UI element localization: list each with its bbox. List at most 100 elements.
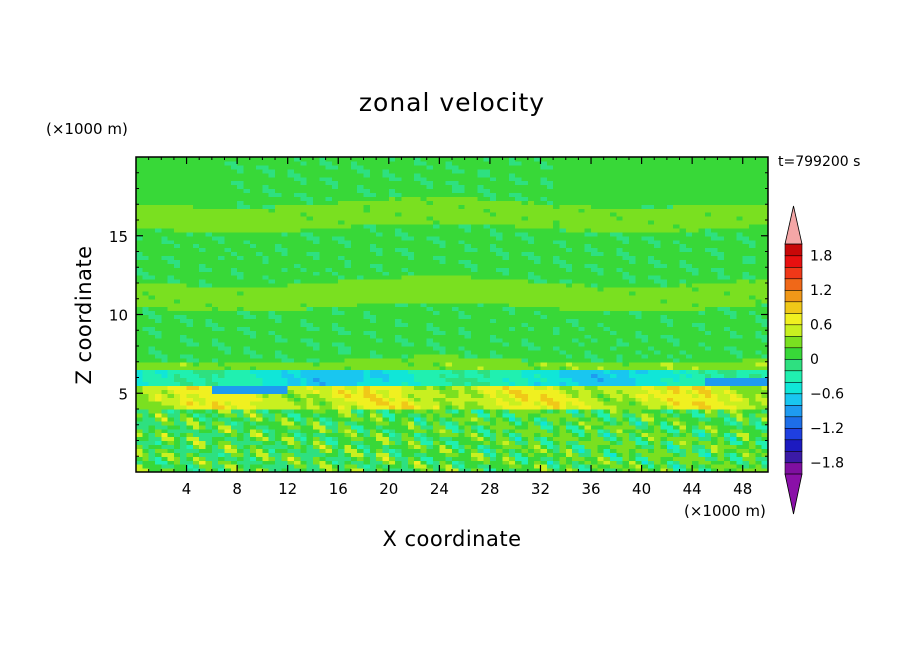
heatmap-cell xyxy=(433,349,440,355)
heatmap-cell xyxy=(243,353,251,359)
heatmap-cell xyxy=(294,420,301,426)
heatmap-cell xyxy=(414,420,421,426)
heatmap-cell xyxy=(458,322,466,327)
heatmap-cell xyxy=(376,342,384,347)
heatmap-cell xyxy=(230,322,238,327)
heatmap-cell xyxy=(414,416,421,422)
heatmap-cell xyxy=(256,216,263,221)
heatmap-cell xyxy=(148,176,156,182)
heatmap-cell xyxy=(395,436,403,442)
heatmap-cell xyxy=(407,468,415,473)
heatmap-cell xyxy=(205,456,213,461)
heatmap-cell xyxy=(464,176,472,182)
heatmap-cell xyxy=(439,330,447,335)
heatmap-cell xyxy=(414,373,421,379)
heatmap-cell xyxy=(388,338,396,343)
heatmap-cell xyxy=(445,365,453,371)
heatmap-cell xyxy=(477,168,485,174)
heatmap-cell xyxy=(376,220,384,225)
heatmap-cell xyxy=(521,405,529,410)
heatmap-cell xyxy=(192,381,200,386)
heatmap-cell xyxy=(173,456,181,461)
heatmap-cell xyxy=(376,409,384,414)
heatmap-cell xyxy=(161,157,169,162)
heatmap-cell xyxy=(464,377,472,383)
heatmap-cell xyxy=(458,200,466,205)
heatmap-cell xyxy=(395,397,403,402)
heatmap-cell xyxy=(249,436,257,442)
heatmap-cell xyxy=(224,349,232,355)
heatmap-cell xyxy=(306,464,314,469)
heatmap-cell xyxy=(338,255,346,260)
heatmap-cell xyxy=(167,448,175,453)
heatmap-cell xyxy=(521,235,529,241)
heatmap-cell xyxy=(433,196,440,201)
heatmap-cell xyxy=(388,373,396,379)
heatmap-cell xyxy=(401,326,409,331)
heatmap-cell xyxy=(205,204,213,209)
heatmap-cell xyxy=(218,401,226,406)
heatmap-cell xyxy=(344,160,352,166)
heatmap-cell xyxy=(369,412,377,418)
heatmap-cell xyxy=(439,342,447,347)
heatmap-cell xyxy=(218,468,226,473)
heatmap-cell xyxy=(218,168,226,174)
heatmap-cell xyxy=(192,247,200,253)
heatmap-cell xyxy=(401,342,409,347)
heatmap-cell xyxy=(275,456,282,461)
heatmap-cell xyxy=(173,416,181,422)
heatmap-cell xyxy=(186,334,194,339)
heatmap-cell xyxy=(350,216,358,221)
heatmap-cell xyxy=(407,223,415,229)
heatmap-cell xyxy=(496,385,504,390)
heatmap-cell xyxy=(262,157,270,162)
heatmap-cell xyxy=(331,239,339,245)
heatmap-cell xyxy=(496,369,504,375)
heatmap-cell xyxy=(243,157,251,162)
heatmap-cell xyxy=(407,444,415,449)
heatmap-cell xyxy=(401,444,409,449)
heatmap-cell xyxy=(205,267,213,272)
heatmap-cell xyxy=(382,464,390,469)
heatmap-cell xyxy=(388,208,396,213)
heatmap-cell xyxy=(382,349,390,355)
heatmap-cell xyxy=(382,377,390,383)
heatmap-cell xyxy=(331,251,339,257)
heatmap-cell xyxy=(527,389,535,394)
heatmap-cell xyxy=(350,251,358,257)
heatmap-cell xyxy=(401,369,409,375)
heatmap-cell xyxy=(224,424,232,430)
heatmap-cell xyxy=(477,468,485,473)
heatmap-cell xyxy=(407,397,415,402)
heatmap-cell xyxy=(306,436,314,442)
heatmap-cell xyxy=(199,424,207,430)
heatmap-cell xyxy=(369,377,377,383)
heatmap-cell xyxy=(388,377,396,383)
heatmap-cell xyxy=(136,452,143,457)
heatmap-cell xyxy=(452,369,459,375)
heatmap-cell xyxy=(136,184,143,190)
heatmap-cell xyxy=(496,168,504,174)
heatmap-cell xyxy=(464,247,472,253)
heatmap-cell xyxy=(262,393,270,398)
heatmap-cell xyxy=(515,231,523,237)
heatmap-cell xyxy=(458,464,466,469)
heatmap-cell xyxy=(331,243,339,249)
heatmap-cell xyxy=(230,369,238,375)
heatmap-cell xyxy=(173,227,181,233)
heatmap-cell xyxy=(312,353,320,359)
heatmap-cell xyxy=(338,444,346,449)
heatmap-cell xyxy=(470,294,478,300)
heatmap-cell xyxy=(477,294,485,300)
heatmap-cell xyxy=(180,227,188,233)
heatmap-cell xyxy=(205,180,213,186)
heatmap-cell xyxy=(325,298,333,304)
heatmap-cell xyxy=(287,310,295,316)
heatmap-cell xyxy=(477,334,485,339)
heatmap-cell xyxy=(167,208,175,213)
heatmap-cell xyxy=(388,314,396,320)
heatmap-cell xyxy=(382,160,390,166)
heatmap-cell xyxy=(148,412,156,418)
heatmap-cell xyxy=(199,436,207,442)
heatmap-cell xyxy=(439,168,447,174)
